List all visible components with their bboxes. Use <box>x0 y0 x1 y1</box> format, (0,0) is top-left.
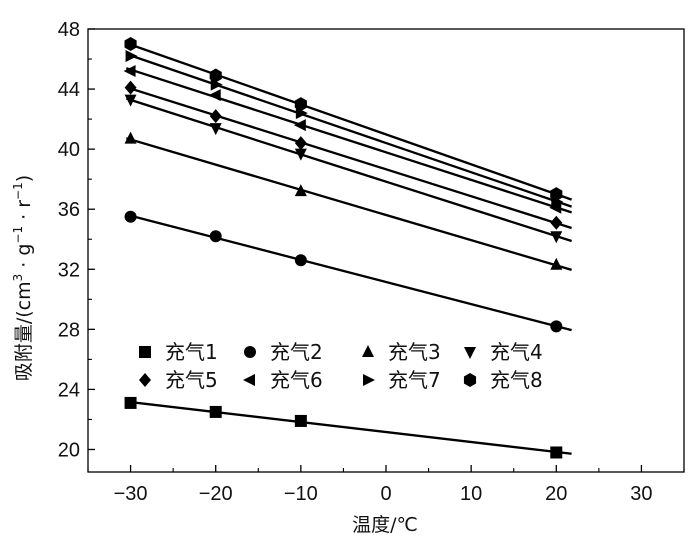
fit-line-1 <box>126 400 572 455</box>
data-point <box>294 184 307 197</box>
legend-item: 充气2 <box>244 340 323 364</box>
data-point <box>124 210 137 223</box>
y-tick-label: 40 <box>58 139 80 161</box>
data-point <box>209 123 222 136</box>
legend-label: 充气3 <box>388 340 441 364</box>
legend: 充气1 充气2 充气3 充气4 充气5 充气6 充气7 充气8 <box>139 340 543 392</box>
data-point <box>295 107 308 120</box>
legend-marker <box>139 373 151 387</box>
data-point <box>549 201 562 214</box>
data-point <box>550 446 563 459</box>
fit-line-2 <box>126 213 572 332</box>
fit-line-8 <box>125 42 572 201</box>
data-point <box>550 320 563 333</box>
data-point <box>124 80 137 95</box>
legend-item: 充气1 <box>139 340 218 364</box>
data-point <box>550 215 563 230</box>
legend-marker <box>463 373 477 387</box>
fit-line-4 <box>125 97 572 243</box>
y-tick-label: 24 <box>58 379 80 401</box>
legend-marker <box>464 347 476 359</box>
data-point <box>123 65 136 78</box>
y-tick-label: 36 <box>58 199 80 221</box>
legend-item: 充气7 <box>363 368 441 392</box>
x-axis-title: 温度/℃ <box>352 514 418 536</box>
fit-line-5 <box>125 86 572 230</box>
data-point <box>124 396 137 409</box>
data-point <box>294 148 307 161</box>
plot-border <box>87 28 685 473</box>
data-point <box>124 37 137 52</box>
legend-label: 充气1 <box>165 340 218 364</box>
data-point <box>550 187 563 202</box>
x-tick-label: 10 <box>460 483 482 505</box>
legend-label: 充气5 <box>165 368 218 392</box>
data-point <box>125 50 138 63</box>
legend-label: 充气8 <box>490 368 543 392</box>
fit-lines <box>125 42 572 455</box>
x-tick-label: −10 <box>284 483 318 505</box>
data-point <box>294 254 307 267</box>
legend-item: 充气8 <box>463 368 543 392</box>
data-point <box>209 109 222 124</box>
legend-marker <box>139 346 151 358</box>
y-axis: 20 24 28 32 36 40 44 48 <box>58 19 95 461</box>
x-tick-label: 30 <box>630 483 652 505</box>
y-tick-label: 48 <box>58 19 80 41</box>
data-point <box>293 119 306 132</box>
data-point <box>124 131 137 144</box>
legend-item: 充气4 <box>464 340 543 364</box>
data-point <box>294 97 307 112</box>
legend-marker <box>363 374 375 386</box>
legend-item: 充气3 <box>362 340 441 364</box>
data-point <box>209 68 222 83</box>
y-tick-label: 20 <box>58 439 80 461</box>
data-point <box>209 230 222 243</box>
y-tick-label: 28 <box>58 319 80 341</box>
legend-marker <box>244 346 256 358</box>
data-points <box>123 37 564 459</box>
x-tick-label: −20 <box>199 483 233 505</box>
data-point <box>208 89 221 102</box>
legend-marker <box>362 345 374 357</box>
data-point <box>294 136 307 151</box>
legend-label: 充气7 <box>388 368 441 392</box>
y-axis-title: 吸附量/(cm3 · g−1 · r−1) <box>11 175 35 381</box>
legend-item: 充气5 <box>139 368 218 392</box>
y-tick-label: 32 <box>58 259 80 281</box>
legend-label: 充气6 <box>270 368 323 392</box>
data-point <box>550 257 563 270</box>
plot-frame <box>87 28 685 473</box>
x-axis: −30 −20 −10 0 10 20 30 <box>87 465 685 505</box>
fit-line-6 <box>125 67 572 214</box>
legend-item: 充气6 <box>243 368 323 392</box>
fit-line-3 <box>125 137 572 271</box>
legend-label: 充气4 <box>490 340 543 364</box>
legend-marker <box>243 374 255 386</box>
data-point <box>124 94 137 107</box>
y-tick-label: 44 <box>58 79 80 101</box>
data-point <box>550 231 563 244</box>
data-point <box>210 78 223 91</box>
fit-line-7 <box>125 52 572 208</box>
x-tick-label: 0 <box>380 483 391 505</box>
x-tick-label: −30 <box>114 483 148 505</box>
data-point <box>294 414 307 427</box>
x-tick-label: 20 <box>545 483 567 505</box>
legend-label: 充气2 <box>270 340 323 364</box>
data-point <box>209 405 222 418</box>
